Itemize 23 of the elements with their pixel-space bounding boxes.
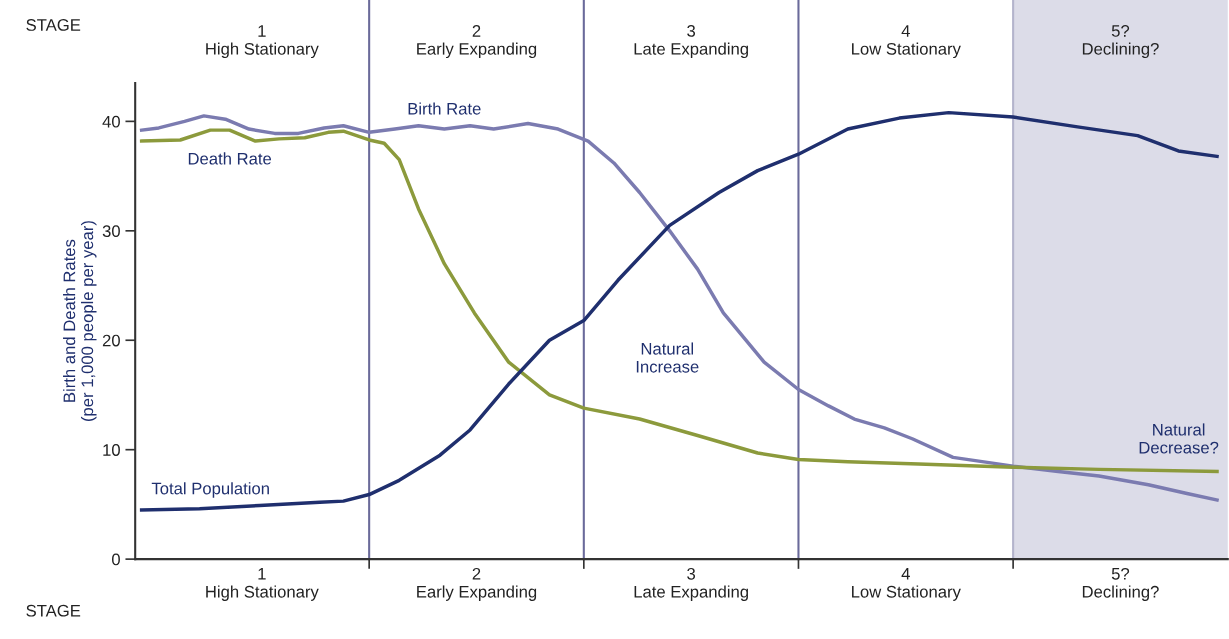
x2-axis-title: STAGE <box>26 19 81 31</box>
annotation: Natural Increase <box>636 342 699 373</box>
y-tick-label: 0 <box>111 553 120 566</box>
y-axis-title: Birth and Death Rates (per 1,000 people per year) <box>63 221 97 422</box>
x2-tick-label: 5? Declining? <box>1082 25 1159 59</box>
x2-tick-label: 3 Late Expanding <box>634 25 748 59</box>
x-tick-label: 2 Early Expanding <box>417 567 537 601</box>
annotation: Natural Decrease? <box>1139 423 1219 454</box>
y-tick-label: 30 <box>102 225 120 238</box>
x-tick-label: 1 High Stationary <box>206 568 319 601</box>
x2-tick-label: 1 High Stationary <box>206 25 319 59</box>
x-tick-label: 4 Low Stationary <box>852 568 961 601</box>
series-label: Birth Rate <box>408 102 481 115</box>
x2-tick-label: 2 Early Expanding <box>417 25 537 59</box>
x-axis-title: STAGE <box>26 604 81 617</box>
x-tick-label: 3 Late Expanding <box>634 567 748 601</box>
y-tick-label: 20 <box>102 334 120 347</box>
x-tick-label: 5? Declining? <box>1082 567 1159 601</box>
y-tick-label: 40 <box>102 115 120 128</box>
x2-tick-label: 4 Low Stationary <box>852 25 961 59</box>
series-label: Death Rate <box>188 152 272 165</box>
y-tick-label: 10 <box>103 444 120 456</box>
series-label: Total Population <box>151 482 269 498</box>
